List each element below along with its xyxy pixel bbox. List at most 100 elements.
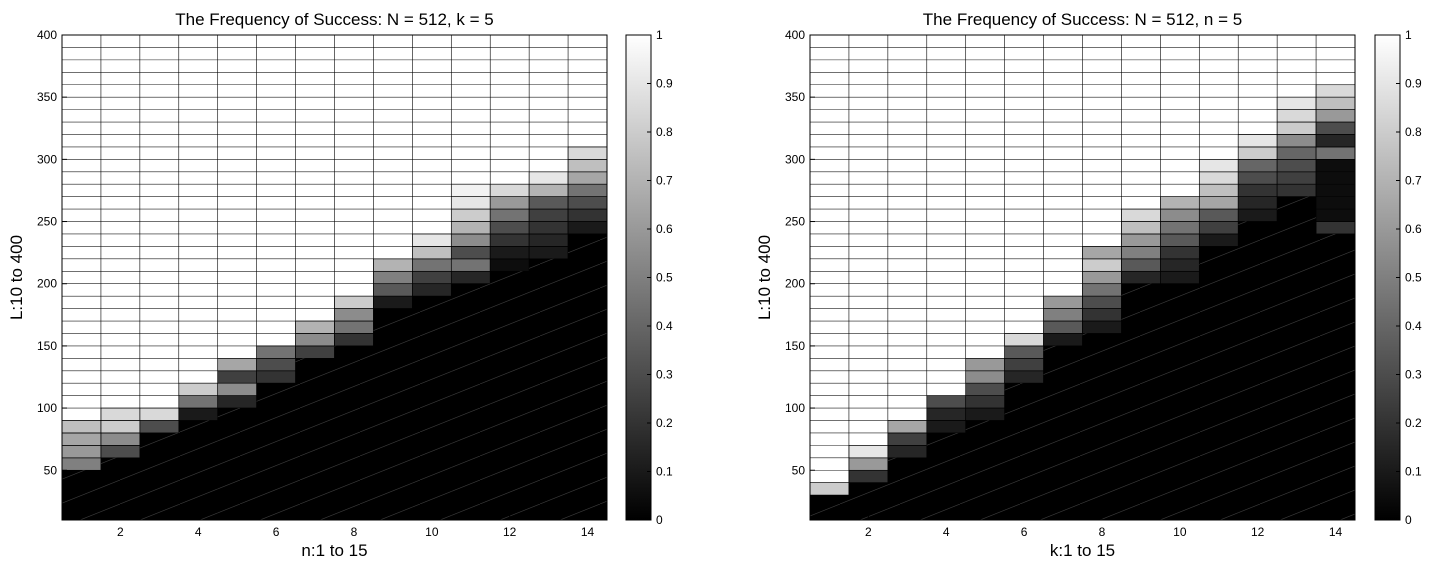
heatmap-cell xyxy=(528,196,569,210)
heatmap-cell xyxy=(528,171,569,185)
colorbar-tick-label: 0.3 xyxy=(1405,368,1422,382)
heatmap-cell xyxy=(489,183,530,197)
heatmap-cell-zero xyxy=(373,308,413,520)
heatmap-cell xyxy=(1160,270,1200,285)
heatmap-cell xyxy=(1315,109,1356,123)
heatmap-cell xyxy=(887,445,928,459)
heatmap-cell xyxy=(100,432,141,446)
heatmap-cell xyxy=(178,407,219,421)
heatmap-cell xyxy=(1121,233,1161,247)
heatmap-cell xyxy=(412,233,452,247)
heatmap-cell xyxy=(489,258,530,272)
heatmap-cell xyxy=(373,270,413,285)
heatmap-cell xyxy=(528,233,569,247)
heatmap-cell xyxy=(1082,308,1122,322)
heatmap-cell-zero xyxy=(412,296,452,520)
y-tick-label: 400 xyxy=(37,28,57,42)
heatmap-cell xyxy=(489,208,530,222)
heatmap-cell xyxy=(809,482,850,496)
heatmap-cell xyxy=(1237,196,1278,210)
heatmap-cell xyxy=(1276,96,1317,110)
heatmap-cell-zero xyxy=(1238,221,1278,521)
heatmap-cell xyxy=(528,183,569,197)
y-tick-label: 350 xyxy=(37,90,57,104)
heatmap-cell xyxy=(139,407,180,421)
x-tick-label: 2 xyxy=(865,525,872,539)
heatmap-cell-zero xyxy=(490,271,530,520)
heatmap-cell xyxy=(1198,221,1239,235)
heatmap-cell xyxy=(373,283,413,297)
heatmap-cell xyxy=(567,183,608,197)
colorbar-tick-label: 0.2 xyxy=(656,416,673,430)
heatmap-cell xyxy=(334,295,374,309)
heatmap-cell xyxy=(926,395,967,409)
heatmap-cell xyxy=(450,196,491,210)
heatmap-cell xyxy=(926,407,967,421)
y-tick-label: 250 xyxy=(785,215,805,229)
colorbar xyxy=(1374,34,1401,521)
heatmap-cell xyxy=(139,420,180,434)
heatmap-cell-zero xyxy=(926,432,966,520)
heatmap-cell-zero xyxy=(100,457,140,520)
heatmap-cell xyxy=(1121,258,1161,272)
x-tick-label: 8 xyxy=(351,525,358,539)
heatmap-cell xyxy=(1198,196,1239,210)
heatmap-cell xyxy=(1160,258,1200,272)
heatmap-cell-zero xyxy=(965,420,1005,520)
heatmap-cell xyxy=(100,420,141,434)
x-tick-label: 2 xyxy=(117,525,124,539)
heatmap-cell xyxy=(1160,196,1200,210)
heatmap-cell xyxy=(61,432,102,446)
heatmap-cell xyxy=(489,246,530,260)
x-tick-label: 4 xyxy=(943,525,950,539)
y-tick-label: 100 xyxy=(37,401,57,415)
heatmap-cell xyxy=(1082,270,1122,285)
heatmap-cell-zero xyxy=(1121,283,1161,520)
heatmap-cell-zero xyxy=(887,457,927,520)
heatmap-cell xyxy=(1276,134,1317,148)
heatmap-cell xyxy=(450,246,491,260)
heatmap-cell xyxy=(217,370,257,384)
heatmap-cell xyxy=(256,370,296,384)
heatmap-cell xyxy=(373,258,413,272)
heatmap-cell xyxy=(450,183,491,197)
heatmap-cell xyxy=(295,320,335,334)
heatmap-cell xyxy=(1237,208,1278,222)
heatmap-cell xyxy=(1276,159,1317,173)
heatmap-cell xyxy=(1043,295,1083,309)
heatmap-cell xyxy=(1082,320,1122,334)
heatmap-cell xyxy=(887,420,928,434)
x-tick-label: 12 xyxy=(503,525,517,539)
heatmap-cell xyxy=(1198,183,1239,197)
heatmap-cell xyxy=(489,221,530,235)
heatmap-cell xyxy=(1082,295,1122,309)
x-tick-label: 6 xyxy=(273,525,280,539)
heatmap-cell xyxy=(412,258,452,272)
heatmap-cell-zero xyxy=(217,408,257,520)
heatmap-cell xyxy=(1160,246,1200,260)
heatmap-cell-zero xyxy=(1043,345,1083,520)
heatmap-cell xyxy=(334,308,374,322)
y-tick-label: 250 xyxy=(37,215,57,229)
heatmap-cell-zero xyxy=(451,283,491,520)
colorbar-tick-label: 0.2 xyxy=(1405,416,1422,430)
heatmap-cell xyxy=(1276,171,1317,185)
heatmap-cell xyxy=(848,457,889,471)
heatmap-cell xyxy=(1276,121,1317,135)
heatmap-cell-zero xyxy=(529,258,569,520)
colorbar-tick-label: 0 xyxy=(656,513,663,527)
heatmap-cell xyxy=(217,358,257,372)
heatmap-cell xyxy=(450,258,491,272)
heatmap-cell xyxy=(926,420,967,434)
heatmap-cell xyxy=(1237,146,1278,160)
heatmap-cell xyxy=(1237,134,1278,148)
heatmap-cell xyxy=(1276,109,1317,123)
heatmap-cell xyxy=(489,233,530,247)
heatmap-cell xyxy=(412,246,452,260)
heatmap-cell xyxy=(1160,221,1200,235)
heatmap-cell xyxy=(295,345,335,359)
heatmap-cell xyxy=(1315,84,1356,98)
colorbar-tick-label: 0.8 xyxy=(656,125,673,139)
heatmap-cell xyxy=(1121,246,1161,260)
